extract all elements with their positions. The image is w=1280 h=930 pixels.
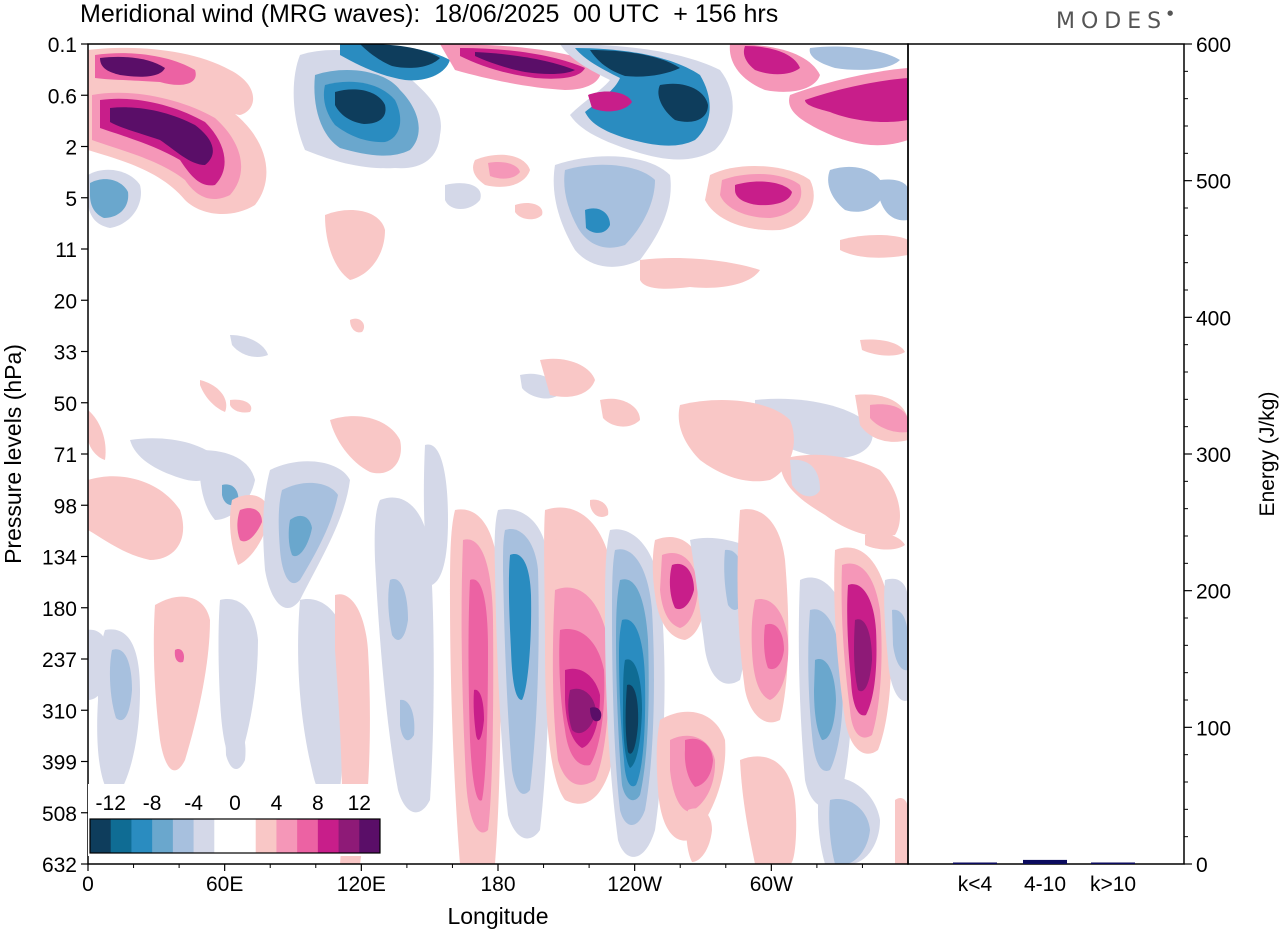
bar-category-label: 4-10 — [1024, 873, 1066, 896]
y-tick-label: 33 — [54, 342, 77, 365]
colorbar-swatch — [338, 819, 360, 853]
bar-category-label: k<4 — [958, 873, 993, 896]
energy-tick-label: 300 — [1196, 444, 1231, 467]
energy-tick-label: 600 — [1196, 34, 1231, 57]
y-tick-label: 50 — [54, 393, 77, 416]
y-tick-label: 11 — [55, 239, 77, 262]
y-tick-label: 2 — [65, 137, 77, 160]
energy-axis: 0 100 200 300 400 500 600 — [1184, 34, 1231, 877]
longitude-axis: 0 60E 120E 180 120W 60W — [82, 864, 863, 896]
y-tick-label: 632 — [42, 854, 77, 877]
y-tick-label: 20 — [54, 290, 77, 313]
colorbar-swatch — [152, 819, 174, 853]
colorbar-swatch — [235, 819, 257, 853]
colorbar-swatch — [193, 819, 215, 853]
bar-category-label: k>10 — [1090, 873, 1136, 896]
colorbar-swatch — [297, 819, 319, 853]
pressure-axis: 0.1 0.6 2 5 11 20 33 50 71 98 134 180 237 310 399 508 63… — [42, 34, 88, 877]
x-tick-label: 180 — [480, 873, 515, 896]
energy-tick-label: 500 — [1196, 171, 1231, 194]
heatmap-field — [88, 44, 908, 864]
colorbar-label: 4 — [271, 792, 283, 815]
y-tick-label: 180 — [42, 598, 77, 621]
y-tick-label: 5 — [65, 188, 77, 211]
energy-tick-label: 200 — [1196, 581, 1231, 604]
y-tick-label: 237 — [42, 649, 77, 672]
y-axis-label: Pressure levels (hPa) — [0, 344, 26, 564]
colorbar-label: 8 — [312, 792, 324, 815]
y-tick-label: 399 — [42, 752, 77, 775]
brand-text: MODES — [1056, 9, 1168, 34]
energy-axis-label: Energy (J/kg) — [1256, 392, 1279, 517]
y-tick-label: 134 — [42, 547, 77, 570]
colorbar-label: -4 — [184, 792, 203, 815]
y-tick-label: 0.6 — [48, 85, 77, 108]
y-tick-label: 508 — [42, 803, 77, 826]
energy-tick-label: 0 — [1196, 854, 1208, 877]
energy-bar — [953, 862, 997, 864]
x-tick-label: 120E — [337, 873, 386, 896]
y-tick-label: 71 — [54, 444, 77, 467]
y-tick-label: 98 — [54, 495, 77, 518]
y-tick-label: 0.1 — [48, 34, 77, 57]
colorbar-swatch — [317, 819, 340, 853]
energy-bar — [1023, 859, 1067, 864]
colorbar-swatch — [110, 819, 132, 853]
chart-title: Meridional wind (MRG waves): 18/06/2025 … — [80, 0, 779, 28]
colorbar-label: 0 — [229, 792, 241, 815]
x-tick-label: 60E — [206, 873, 243, 896]
colorbar-swatch — [276, 819, 298, 853]
colorbar-frame — [89, 818, 381, 854]
x-axis-label: Longitude — [447, 903, 548, 929]
energy-tick-label: 100 — [1196, 717, 1231, 740]
y-tick-label: 310 — [42, 700, 77, 723]
colorbar-swatch — [255, 819, 277, 853]
energy-tick-label: 400 — [1196, 307, 1231, 330]
x-tick-label: 120W — [607, 873, 662, 896]
colorbar-swatch — [172, 819, 195, 853]
colorbar: -12 -8 -4 0 4 8 12 — [88, 784, 382, 856]
x-tick-label: 60W — [750, 873, 793, 896]
colorbar-swatch — [359, 819, 381, 853]
colorbar-swatch — [214, 819, 236, 853]
x-tick-label: 0 — [82, 873, 94, 896]
colorbar-label: -8 — [143, 792, 162, 815]
colorbar-label: 12 — [348, 792, 371, 815]
brand-logo: MODES● — [1056, 9, 1173, 34]
colorbar-swatch — [90, 819, 112, 853]
brand-registered-mark: ● — [1167, 9, 1174, 17]
energy-bars: k<4 4-10 k>10 — [953, 859, 1136, 896]
colorbar-label: -12 — [96, 792, 126, 815]
energy-bar — [1091, 862, 1135, 864]
colorbar-swatch — [131, 819, 153, 853]
energy-panel-frame — [907, 43, 1185, 865]
